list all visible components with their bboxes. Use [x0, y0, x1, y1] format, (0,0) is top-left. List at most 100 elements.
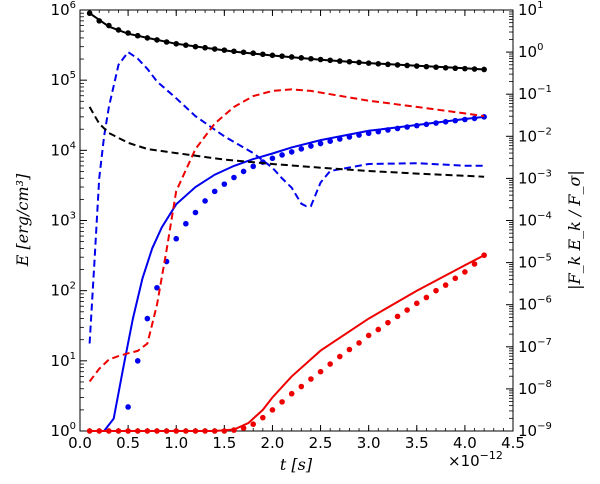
x-tick-label: 4.5 [501, 434, 525, 452]
data-point [433, 64, 439, 71]
data-point [481, 66, 487, 73]
series-layer [86, 10, 487, 434]
data-point [154, 37, 160, 43]
data-point [308, 143, 314, 149]
labels-group: 0.0 0.5 1.0 1.5 2.0 2.5 3.0 3.5 4.0 4.51001011021… [51, 0, 552, 452]
y-right-tick-label: 10−4 [518, 211, 552, 230]
data-point [423, 121, 430, 128]
data-point [279, 399, 285, 405]
y-right-tick-base: 10 [518, 422, 537, 440]
data-point [404, 124, 410, 130]
y-right-tick-base: 10 [518, 169, 537, 187]
y-right-tick-exp: −7 [537, 337, 552, 348]
y-right-tick-exp: 0 [537, 42, 543, 53]
data-point [288, 149, 295, 155]
data-point [365, 60, 372, 66]
data-point [260, 51, 266, 58]
data-point [279, 53, 285, 59]
data-point [125, 428, 131, 434]
x-tick-label: 0.0 [68, 434, 92, 452]
data-point [211, 188, 218, 195]
data-point [317, 56, 324, 63]
y-left-tick-base: 10 [51, 212, 70, 230]
series-line-6 [88, 50, 485, 344]
data-point [144, 315, 151, 322]
data-point [134, 428, 141, 434]
x-axis-label: t [s] [280, 455, 313, 474]
y-left-tick-label: 102 [51, 281, 76, 300]
data-point [481, 252, 487, 259]
data-point [269, 155, 276, 162]
series-line-4 [89, 254, 485, 432]
data-point [163, 39, 170, 45]
y-right-tick-label: 10−9 [518, 421, 552, 440]
x-tick-label: 0.5 [116, 434, 140, 452]
data-point [86, 428, 93, 434]
data-point [211, 428, 218, 434]
data-point [452, 117, 459, 124]
data-point [385, 319, 391, 326]
y-right-tick-exp: −1 [537, 84, 552, 95]
data-point [452, 65, 459, 72]
y-left-tick-base: 10 [51, 282, 70, 300]
y-right-tick-base: 10 [518, 212, 537, 230]
x-tick-label: 2.0 [261, 434, 285, 452]
y-right-tick-exp: −6 [537, 295, 552, 306]
data-point [356, 340, 362, 346]
y-right-tick-exp: −3 [537, 168, 552, 179]
data-point [125, 30, 131, 36]
data-point [346, 134, 353, 140]
data-point [356, 59, 362, 66]
data-point [221, 428, 228, 434]
data-point [394, 313, 401, 320]
x-multiplier-exp: −12 [480, 449, 503, 462]
data-point [154, 284, 160, 291]
data-point [221, 47, 228, 53]
x-multiplier-base: ×10 [448, 452, 480, 470]
data-point [221, 181, 228, 187]
data-point [202, 428, 208, 434]
y-right-axis-label: |F_k E_k / F_σ| [565, 170, 584, 290]
y-right-tick-exp: −8 [537, 379, 552, 390]
data-point [327, 138, 333, 144]
data-point [385, 61, 391, 68]
data-point [183, 42, 189, 49]
data-point [192, 43, 199, 50]
data-point [269, 407, 276, 413]
data-point [240, 425, 247, 431]
data-point [173, 428, 180, 434]
data-point [288, 54, 295, 60]
data-point [413, 63, 420, 69]
series-line-7 [88, 88, 485, 383]
data-point [471, 261, 478, 267]
x-tick-label: 1.0 [164, 434, 188, 452]
y-right-tick-label: 10−5 [518, 253, 552, 272]
data-point [211, 46, 218, 52]
y-right-tick-base: 10 [518, 296, 537, 314]
data-point [375, 128, 382, 135]
data-point [423, 63, 430, 70]
y-right-tick-base: 10 [518, 254, 537, 272]
data-point [452, 275, 459, 282]
series-line-0 [89, 12, 485, 71]
y-right-tick-label: 10−3 [518, 168, 552, 187]
data-point [106, 428, 112, 434]
data-point [442, 65, 449, 71]
data-point [442, 119, 449, 125]
data-point [433, 120, 439, 126]
data-point [183, 220, 189, 227]
data-point [173, 235, 180, 242]
data-point [154, 428, 160, 434]
y-left-tick-base: 10 [51, 141, 70, 159]
y-left-tick-base: 10 [51, 352, 70, 370]
data-point [115, 27, 122, 33]
y-left-tick-exp: 2 [70, 281, 76, 292]
data-point [337, 353, 343, 360]
y-left-tick-base: 10 [51, 422, 70, 440]
data-point [365, 332, 372, 339]
data-point [404, 62, 410, 69]
y-left-tick-exp: 3 [70, 211, 76, 222]
y-left-tick-exp: 0 [70, 421, 76, 432]
data-point [183, 428, 189, 434]
